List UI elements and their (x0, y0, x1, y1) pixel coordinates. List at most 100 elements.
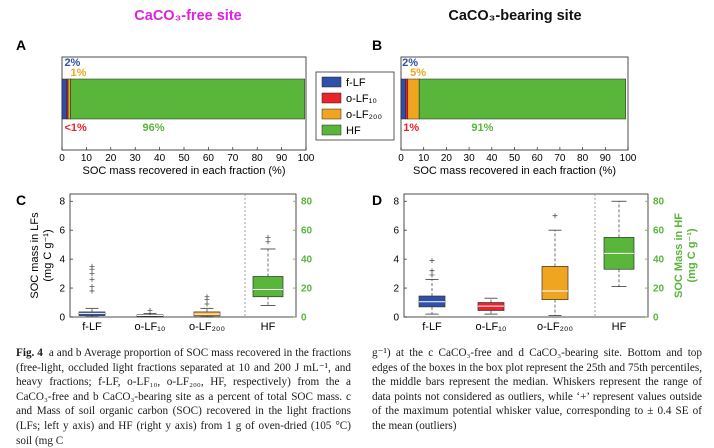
legend-label-o-lf10: o-LF₁₀ (346, 93, 377, 105)
outlier-point (265, 234, 271, 240)
box-iqr (252, 276, 284, 298)
box-1 (418, 258, 446, 315)
y-tick-label: 6 (393, 226, 399, 237)
x-tick-label: 60 (203, 153, 215, 164)
outlier-point (89, 288, 95, 294)
outlier-point (429, 258, 435, 264)
y-tick-label: 0 (393, 313, 399, 324)
outlier-point (89, 263, 95, 269)
panel-label-c: C (16, 192, 26, 208)
pct-label-above: 5% (410, 67, 426, 79)
pct-label-below: 96% (143, 122, 165, 134)
y-right-tick-label: 0 (653, 313, 659, 324)
y-axis-label-line-1: SOC mass in LFs (29, 212, 41, 299)
x-tick-label: 50 (178, 153, 190, 164)
y-tick-label: 6 (59, 226, 65, 237)
y-tick-label: 8 (59, 197, 65, 208)
outlier-point (265, 239, 271, 245)
box-2 (477, 297, 505, 315)
y-tick-label: 0 (59, 313, 65, 324)
bar-segment-1 (61, 78, 68, 120)
bar-segment-4 (70, 78, 306, 120)
x-tick-label: 70 (554, 153, 566, 164)
caption-right-text: g⁻¹) at the c CaCO₃-free and d CaCO₃-bea… (372, 347, 702, 432)
y-tick-label: 4 (393, 255, 399, 266)
x-tick-label: 80 (252, 153, 264, 164)
category-label: f-LF (422, 321, 442, 333)
pct-label-above: 2% (64, 57, 80, 69)
bar-segment-4 (418, 78, 626, 120)
x-tick-label: 50 (509, 153, 521, 164)
x-axis-label: SOC mass recovered in each fraction (%) (413, 165, 616, 177)
x-tick-label: 60 (532, 153, 544, 164)
x-tick-label: 70 (227, 153, 239, 164)
box-iqr (541, 266, 569, 300)
x-tick-label: 30 (464, 153, 476, 164)
x-tick-label: 0 (398, 153, 404, 164)
y-right-tick-label: 60 (653, 226, 665, 237)
y-right-tick-label: 20 (653, 284, 665, 295)
panel-b-stacked-bar: 0 10 20 30 40 50 60 70 80 90 100 SOC mass recovered… (398, 56, 637, 177)
x-tick-label: 10 (418, 153, 430, 164)
x-tick-label: 10 (81, 153, 93, 164)
y-tick-label: 2 (393, 284, 399, 295)
y-tick-label: 8 (393, 197, 399, 208)
outlier-point (429, 272, 435, 278)
outlier-point (89, 271, 95, 277)
plot-frame (403, 193, 649, 318)
panel-label-a: A (16, 37, 26, 53)
outlier-point (147, 307, 153, 313)
y-tick-label: 2 (59, 284, 65, 295)
category-label: o-LF₂₀₀ (537, 321, 573, 333)
x-tick-label: 80 (577, 153, 589, 164)
category-label: f-LF (82, 321, 102, 333)
outlier-point (89, 276, 95, 282)
bar-segment-2 (405, 78, 409, 120)
caption-lead: Fig. 4 (16, 347, 43, 359)
outlier-point (204, 294, 210, 300)
box-1 (78, 263, 106, 318)
bar-segment-1 (400, 78, 406, 120)
outlier-point (552, 213, 558, 219)
bar-segment-3 (67, 78, 71, 120)
x-tick-label: 40 (486, 153, 498, 164)
y-right-axis-label-line-1: SOC Mass in HF (673, 213, 685, 298)
y-right-tick-label: 40 (301, 255, 313, 266)
x-tick-label: 100 (298, 153, 315, 164)
box-4 (603, 200, 635, 288)
y-right-tick-label: 0 (301, 313, 307, 324)
x-tick-label: 0 (59, 153, 65, 164)
legend-label-o-lf200: o-LF₂₀₀ (346, 109, 382, 121)
category-label: o-LF₁₀ (135, 321, 166, 333)
legend-swatch-f-lf (321, 76, 342, 88)
pct-label-below: 1% (403, 122, 419, 134)
plot-frame (69, 193, 297, 318)
box-4 (252, 234, 284, 306)
y-right-tick-label: 40 (653, 255, 665, 266)
panel-label-d: D (372, 192, 382, 208)
legend-swatch-o-lf200 (321, 108, 342, 120)
pct-label-above: 1% (71, 67, 87, 79)
x-tick-label: 20 (105, 153, 117, 164)
outlier-point (429, 268, 435, 274)
caption-left-text: a and b Average proportion of SOC mass r… (16, 347, 351, 447)
x-axis-label: SOC mass recovered in each fraction (%) (83, 165, 286, 177)
pct-label-above: 2% (402, 57, 418, 69)
bar-segment-3 (407, 78, 420, 120)
legend-label-hf: HF (346, 125, 361, 137)
x-tick-label: 20 (441, 153, 453, 164)
category-label: o-LF₂₀₀ (189, 321, 225, 333)
x-tick-label: 30 (130, 153, 142, 164)
outlier-point (89, 284, 95, 290)
box-3 (193, 294, 221, 318)
site-title-left: CaCO₃-free site (134, 8, 241, 24)
y-right-axis-label-line-2: (mg C g⁻¹) (686, 228, 698, 282)
caption-right: g⁻¹) at the c CaCO₃-free and d CaCO₃-bea… (372, 346, 702, 434)
caption-left: Fig. 4 a and b Average proportion of SOC… (16, 346, 351, 448)
y-right-tick-label: 20 (301, 284, 313, 295)
y-axis-label-line-2: (mg C g⁻¹) (42, 229, 54, 281)
category-label: HF (261, 321, 276, 333)
site-title-right: CaCO₃-bearing site (448, 8, 581, 24)
